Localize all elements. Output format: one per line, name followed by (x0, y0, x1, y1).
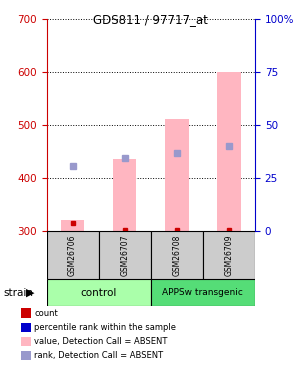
Text: strain: strain (3, 288, 33, 297)
Bar (217, 72, 241, 231)
Bar (113, 159, 136, 231)
Bar (46, 279, 151, 306)
Text: GSM26708: GSM26708 (172, 234, 181, 276)
Text: APPSw transgenic: APPSw transgenic (162, 288, 243, 297)
Bar (99, 231, 151, 279)
Text: rank, Detection Call = ABSENT: rank, Detection Call = ABSENT (34, 351, 164, 360)
Text: count: count (34, 309, 58, 318)
Text: GDS811 / 97717_at: GDS811 / 97717_at (93, 13, 207, 26)
Text: GSM26706: GSM26706 (68, 234, 77, 276)
Text: GSM26709: GSM26709 (224, 234, 233, 276)
Text: percentile rank within the sample: percentile rank within the sample (34, 323, 176, 332)
Bar (151, 231, 203, 279)
Bar (203, 231, 255, 279)
Bar (165, 119, 188, 231)
Text: GSM26707: GSM26707 (120, 234, 129, 276)
Text: value, Detection Call = ABSENT: value, Detection Call = ABSENT (34, 337, 168, 346)
Bar (151, 279, 255, 306)
Text: ▶: ▶ (26, 288, 34, 297)
Bar (61, 220, 84, 231)
Bar (46, 231, 99, 279)
Text: control: control (80, 288, 117, 297)
